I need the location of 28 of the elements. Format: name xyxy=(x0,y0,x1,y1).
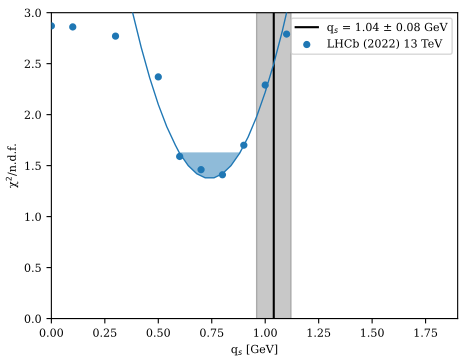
x-tick-label: 1.00 xyxy=(254,328,277,337)
y-tick-label: 3.0 xyxy=(24,8,41,18)
point xyxy=(282,30,290,38)
point xyxy=(69,23,76,31)
point xyxy=(218,171,226,178)
point xyxy=(240,142,248,149)
legend-label: LHCb (2022) 13 TeV xyxy=(327,39,442,50)
x-tick-label: 0.75 xyxy=(200,328,224,337)
x-tick-label: 1.25 xyxy=(308,328,330,337)
point xyxy=(262,81,269,89)
y-tick-label: 1.5 xyxy=(25,162,41,170)
ref-line-label: q$_{s}$ = 1.04 ± 0.08 GeV xyxy=(327,22,448,34)
y-tick-label: 0.0 xyxy=(24,314,41,323)
x-tick-label: 0.00 xyxy=(40,328,63,337)
y-tick-label: 2.5 xyxy=(24,60,41,68)
x-tick-label: 0.50 xyxy=(146,328,170,337)
point xyxy=(197,166,205,174)
x-tick-label: 0.25 xyxy=(93,328,116,337)
point xyxy=(154,73,162,81)
x-tick-label: 1.50 xyxy=(361,328,384,337)
y-axis-title: χ$^{2}$/n.d.f. xyxy=(6,144,18,188)
point xyxy=(176,152,184,160)
x-tick-label: 1.75 xyxy=(414,328,438,337)
y-tick-label: 2.0 xyxy=(24,110,41,120)
x-axis-title: q$_{s}$ [GeV] xyxy=(231,344,278,356)
y-tick-label: 1.0 xyxy=(25,212,41,221)
y-tick-label: 0.5 xyxy=(24,264,41,272)
point xyxy=(112,32,120,40)
